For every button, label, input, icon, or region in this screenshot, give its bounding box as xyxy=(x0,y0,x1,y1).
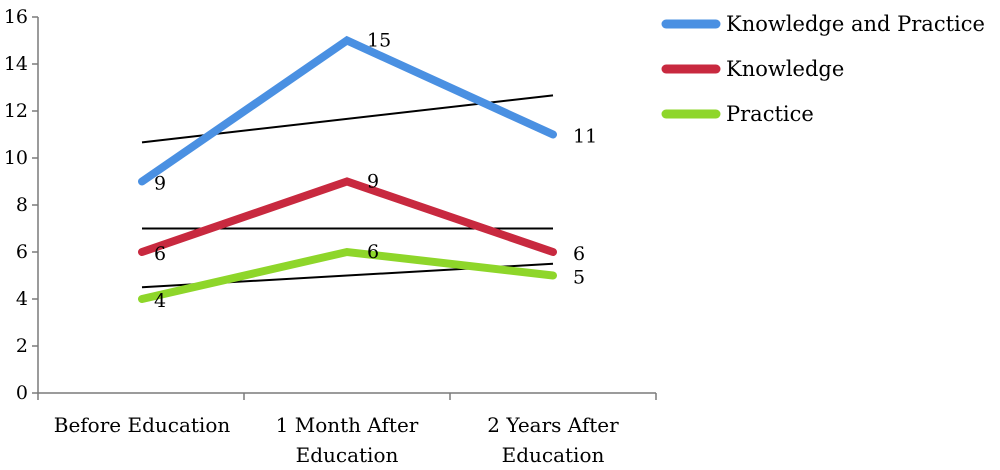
series-line xyxy=(138,35,557,186)
y-tick-label: 4 xyxy=(16,288,28,310)
data-label: 5 xyxy=(573,267,585,289)
data-label: 11 xyxy=(573,126,597,148)
data-label: 9 xyxy=(367,171,379,193)
x-category-label: Before Education xyxy=(54,413,231,437)
y-tick-label: 12 xyxy=(4,100,28,122)
legend-label: Knowledge and Practice xyxy=(726,12,985,36)
legend-label: Practice xyxy=(726,102,814,126)
data-label: 4 xyxy=(154,290,166,312)
y-tick-label: 0 xyxy=(16,382,28,404)
x-category-label-line: 2 Years After xyxy=(487,413,619,437)
legend-label: Knowledge xyxy=(726,57,844,81)
series-line xyxy=(138,247,557,303)
x-category-label-line: Education xyxy=(502,443,605,467)
x-category-label: 2 Years After Education xyxy=(487,413,619,467)
y-tick-label: 8 xyxy=(16,194,28,216)
data-label: 6 xyxy=(154,243,166,265)
data-label: 6 xyxy=(367,241,379,263)
series-line xyxy=(138,177,557,256)
data-label: 6 xyxy=(573,243,585,265)
x-category-label: 1 Month After Education xyxy=(276,413,419,467)
x-category-label-line: 1 Month After xyxy=(276,413,419,437)
chart-axes: 0 2 4 6 8 10 12 14 16 Before Education 1 Month Aft… xyxy=(4,6,657,467)
data-label: 15 xyxy=(367,30,391,52)
y-tick-label: 6 xyxy=(16,241,28,263)
x-category-label-line: Education xyxy=(296,443,399,467)
y-tick-label: 16 xyxy=(4,6,28,28)
series-lines xyxy=(138,35,557,303)
y-tick-label: 10 xyxy=(4,147,28,169)
y-tick-label: 2 xyxy=(16,335,28,357)
x-category-label-line: Before Education xyxy=(54,413,231,437)
y-tick-label: 14 xyxy=(4,53,28,75)
legend: Knowledge and Practice Knowledge Practice xyxy=(661,12,985,126)
trendlines xyxy=(141,94,554,289)
data-label: 9 xyxy=(154,173,166,195)
